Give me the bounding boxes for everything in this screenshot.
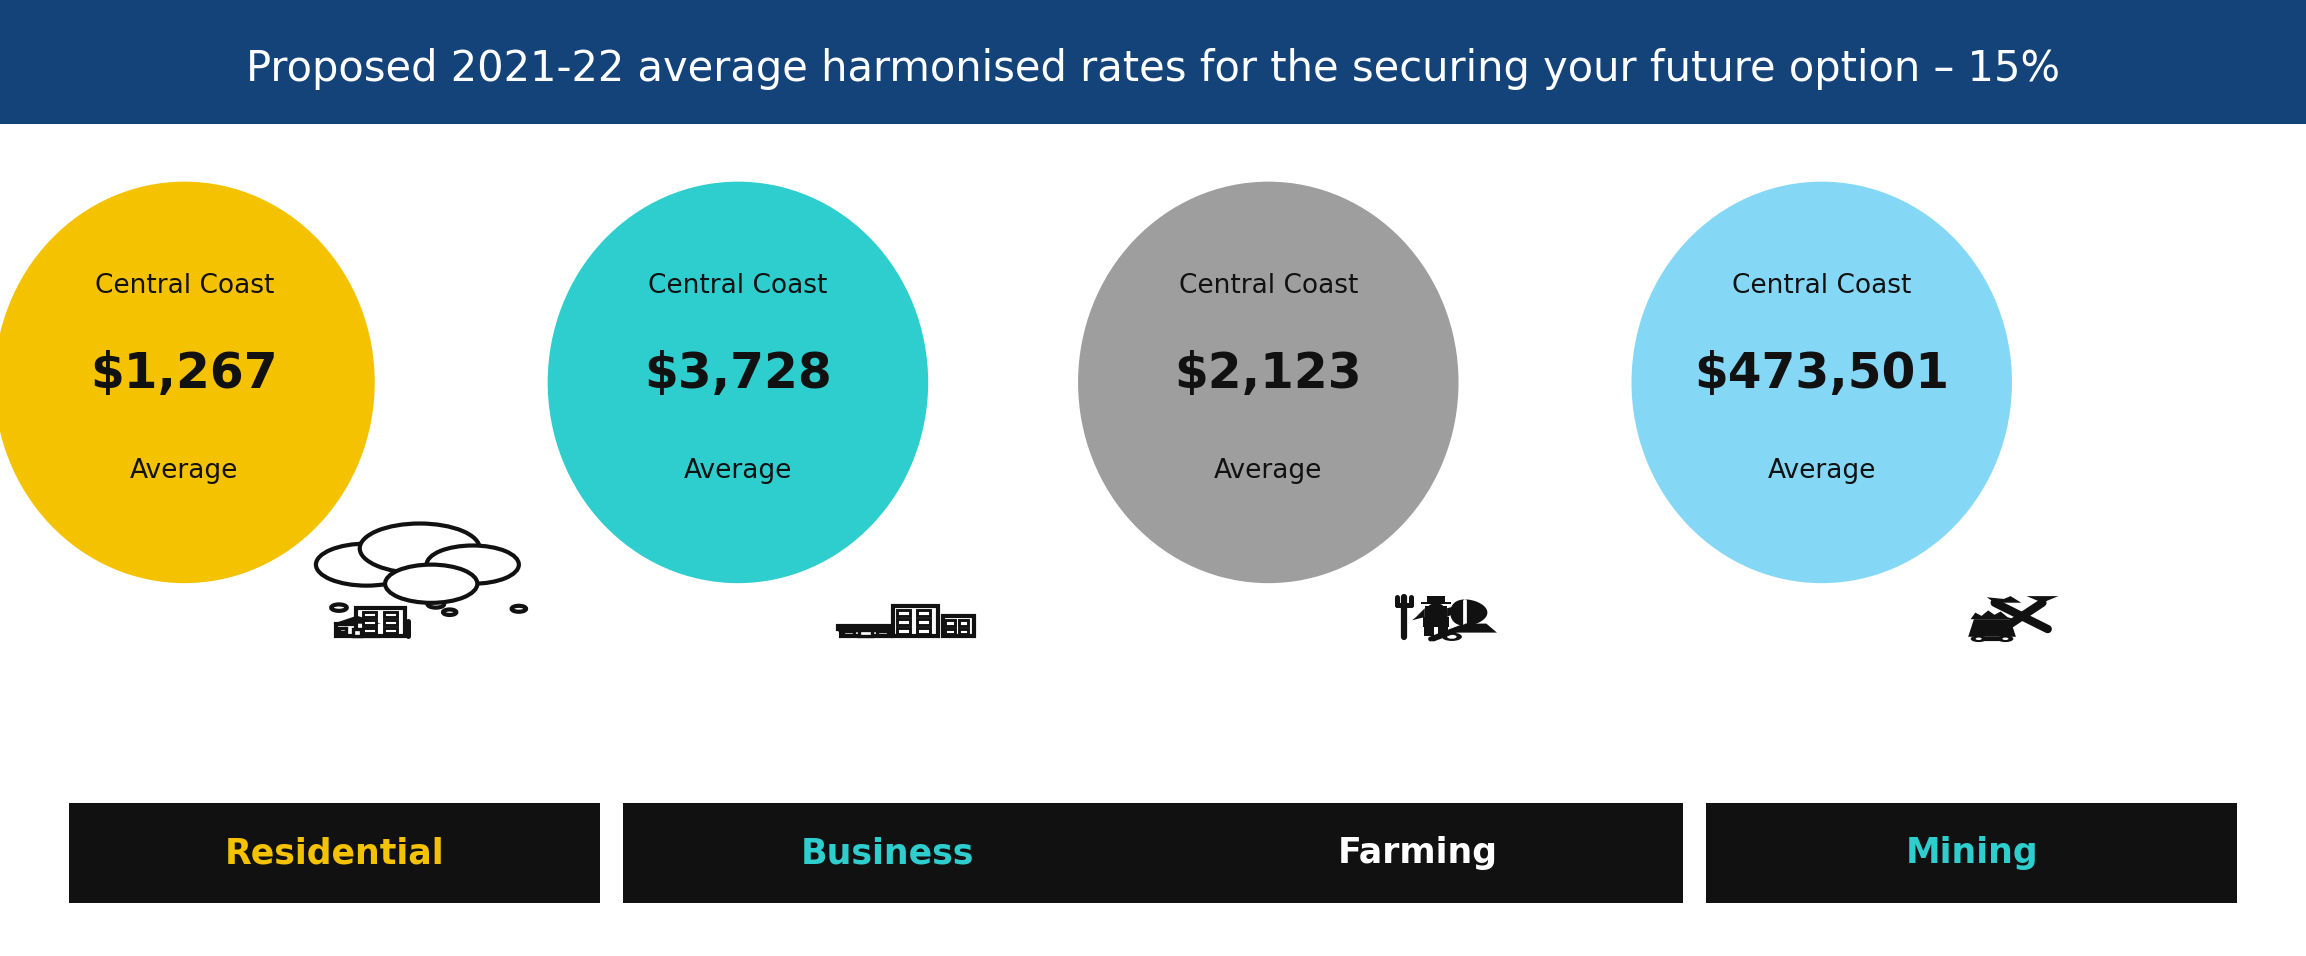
FancyBboxPatch shape bbox=[959, 620, 969, 625]
Polygon shape bbox=[1969, 619, 2015, 637]
Text: $2,123: $2,123 bbox=[1174, 350, 1363, 399]
FancyBboxPatch shape bbox=[842, 629, 890, 637]
Polygon shape bbox=[1988, 598, 2009, 602]
FancyBboxPatch shape bbox=[876, 631, 888, 635]
FancyBboxPatch shape bbox=[1423, 617, 1448, 627]
Circle shape bbox=[443, 610, 457, 615]
FancyBboxPatch shape bbox=[0, 0, 2306, 124]
FancyBboxPatch shape bbox=[353, 629, 362, 637]
FancyBboxPatch shape bbox=[362, 628, 376, 634]
FancyBboxPatch shape bbox=[385, 619, 397, 625]
FancyBboxPatch shape bbox=[915, 619, 929, 625]
Circle shape bbox=[1997, 636, 2013, 642]
Polygon shape bbox=[1450, 599, 1487, 626]
FancyBboxPatch shape bbox=[844, 631, 856, 635]
FancyBboxPatch shape bbox=[1420, 602, 1450, 604]
FancyBboxPatch shape bbox=[860, 630, 872, 637]
FancyBboxPatch shape bbox=[362, 612, 376, 618]
Text: Average: Average bbox=[1215, 458, 1321, 484]
Polygon shape bbox=[2027, 597, 2059, 602]
FancyBboxPatch shape bbox=[1706, 803, 2237, 903]
Circle shape bbox=[427, 600, 445, 608]
FancyBboxPatch shape bbox=[897, 619, 911, 625]
FancyBboxPatch shape bbox=[353, 629, 362, 637]
FancyBboxPatch shape bbox=[339, 628, 346, 632]
FancyBboxPatch shape bbox=[69, 803, 600, 903]
FancyBboxPatch shape bbox=[897, 628, 911, 634]
Text: Central Coast: Central Coast bbox=[648, 273, 828, 299]
FancyBboxPatch shape bbox=[623, 803, 1153, 903]
Circle shape bbox=[1448, 635, 1457, 639]
FancyBboxPatch shape bbox=[355, 606, 406, 608]
Text: Average: Average bbox=[685, 458, 791, 484]
Circle shape bbox=[1976, 638, 1981, 640]
FancyBboxPatch shape bbox=[915, 628, 929, 634]
FancyBboxPatch shape bbox=[337, 623, 378, 637]
Polygon shape bbox=[1448, 606, 1460, 617]
FancyBboxPatch shape bbox=[892, 606, 939, 637]
Text: $473,501: $473,501 bbox=[1695, 350, 1949, 399]
Polygon shape bbox=[1411, 608, 1425, 620]
Circle shape bbox=[1441, 633, 1462, 641]
Circle shape bbox=[1972, 636, 1988, 642]
FancyBboxPatch shape bbox=[362, 619, 376, 625]
FancyBboxPatch shape bbox=[1153, 803, 1683, 903]
Text: Central Coast: Central Coast bbox=[95, 273, 274, 299]
Circle shape bbox=[344, 627, 348, 629]
Ellipse shape bbox=[547, 182, 927, 583]
Text: $3,728: $3,728 bbox=[643, 350, 832, 399]
Circle shape bbox=[2002, 638, 2009, 640]
FancyBboxPatch shape bbox=[1427, 596, 1446, 602]
Circle shape bbox=[316, 544, 417, 586]
FancyBboxPatch shape bbox=[943, 616, 973, 637]
FancyBboxPatch shape bbox=[1439, 626, 1448, 636]
Text: Farming: Farming bbox=[1337, 836, 1499, 870]
Circle shape bbox=[1427, 603, 1444, 610]
FancyBboxPatch shape bbox=[945, 620, 955, 625]
Text: Average: Average bbox=[131, 458, 238, 484]
Text: Central Coast: Central Coast bbox=[1732, 273, 1912, 299]
Circle shape bbox=[512, 606, 526, 612]
FancyBboxPatch shape bbox=[1425, 606, 1448, 617]
FancyBboxPatch shape bbox=[355, 608, 406, 637]
FancyBboxPatch shape bbox=[959, 629, 969, 634]
Polygon shape bbox=[1457, 623, 1497, 633]
FancyBboxPatch shape bbox=[897, 610, 911, 616]
FancyBboxPatch shape bbox=[385, 628, 397, 634]
FancyBboxPatch shape bbox=[945, 629, 955, 634]
Text: Proposed 2021-22 average harmonised rates for the securing your future option – : Proposed 2021-22 average harmonised rate… bbox=[247, 49, 2059, 90]
Polygon shape bbox=[1995, 597, 2020, 602]
Text: Mining: Mining bbox=[1905, 836, 2039, 870]
Text: Residential: Residential bbox=[224, 836, 445, 870]
Circle shape bbox=[427, 546, 519, 584]
Polygon shape bbox=[332, 616, 380, 623]
Circle shape bbox=[385, 565, 477, 603]
FancyBboxPatch shape bbox=[915, 610, 929, 616]
FancyBboxPatch shape bbox=[1425, 626, 1434, 636]
Polygon shape bbox=[1972, 611, 2013, 619]
Text: Business: Business bbox=[800, 836, 975, 870]
Circle shape bbox=[332, 604, 346, 611]
Text: Average: Average bbox=[1769, 458, 1875, 484]
Ellipse shape bbox=[1079, 182, 1460, 583]
Circle shape bbox=[360, 524, 480, 574]
Text: $1,267: $1,267 bbox=[90, 350, 279, 399]
Ellipse shape bbox=[1630, 182, 2011, 583]
FancyBboxPatch shape bbox=[369, 628, 374, 632]
FancyBboxPatch shape bbox=[839, 626, 892, 629]
FancyBboxPatch shape bbox=[385, 612, 397, 618]
Text: Central Coast: Central Coast bbox=[1178, 273, 1358, 299]
Ellipse shape bbox=[0, 182, 374, 583]
